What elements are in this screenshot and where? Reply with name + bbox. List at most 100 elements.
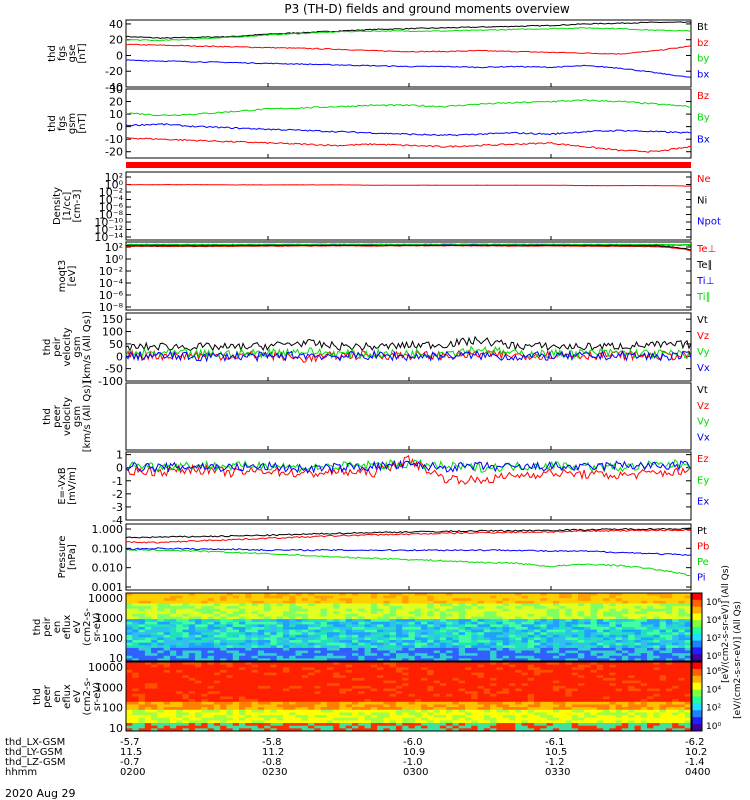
peir_spectrogram-cell: [621, 640, 629, 644]
peer_spectrogram-cell: [358, 669, 365, 674]
peir_spectrogram-cell: [320, 637, 328, 641]
peir_spectrogram-cell: [320, 593, 328, 597]
peer_spectrogram-cell: [603, 662, 610, 666]
peir_spectrogram-cell: [151, 634, 158, 638]
peer_spectrogram-cell: [452, 707, 460, 711]
peir_spectrogram-cell: [414, 653, 422, 657]
peer_spectrogram-cell: [665, 693, 673, 697]
peer_spectrogram-cell: [446, 669, 453, 674]
peer_spectrogram-cell: [151, 669, 158, 674]
peir_spectrogram-cell: [552, 606, 560, 610]
peer_spectrogram-cell: [364, 728, 372, 732]
peir_spectrogram-cell: [571, 611, 579, 615]
peer_spectrogram-cell: [458, 662, 466, 666]
peer_spectrogram-cell: [521, 704, 529, 708]
moqt3-ytick-label: 10⁻⁶: [99, 289, 124, 302]
peir_spectrogram-cell: [477, 658, 485, 662]
peir_spectrogram-cell: [439, 627, 447, 631]
peer_spectrogram-cell: [151, 715, 158, 719]
peer_spectrogram-cell: [565, 699, 573, 703]
peer_spectrogram-cell: [634, 709, 642, 713]
peer_spectrogram-cell: [264, 680, 271, 684]
peir_spectrogram-cell: [421, 619, 428, 623]
peer_spectrogram-cell: [333, 715, 340, 719]
peir_spectrogram-cell: [609, 616, 617, 620]
peer_spectrogram-cell: [439, 696, 447, 700]
peir_spectrogram-cell: [427, 629, 435, 633]
peir_spectrogram-cell: [496, 655, 504, 659]
peer_spectrogram-cell: [308, 699, 315, 703]
peer_spectrogram-cell: [628, 704, 635, 708]
peer_spectrogram-cell: [665, 720, 673, 724]
peer_spectrogram-cell: [665, 669, 673, 674]
peer_spectrogram-cell: [157, 677, 165, 681]
peir_spectrogram-cell: [395, 600, 403, 604]
peir_spectrogram-cell: [578, 600, 585, 604]
peir_spectrogram-cell: [239, 645, 246, 649]
peer_spectrogram-cell: [345, 709, 353, 713]
peir_spectrogram-cell: [578, 627, 585, 631]
peer_spectrogram-cell: [559, 723, 566, 727]
peir_spectrogram-cell: [345, 632, 353, 636]
peer_spectrogram-cell: [414, 677, 422, 681]
peer_spectrogram-cell: [540, 688, 548, 692]
peir_spectrogram-cell: [546, 642, 554, 646]
peir_spectrogram-cell: [452, 611, 460, 615]
peir_spectrogram-cell: [490, 653, 497, 657]
peer_spectrogram-cell: [314, 664, 322, 668]
peer_spectrogram-cell: [320, 712, 328, 716]
peer_spectrogram-cell: [157, 704, 165, 708]
peer_spectrogram-cell: [628, 688, 635, 692]
peir_spectrogram-cell: [490, 611, 497, 615]
peer_spectrogram-cell: [571, 709, 579, 713]
peir_spectrogram-cell: [527, 621, 535, 625]
peir_spectrogram-cell: [326, 647, 334, 651]
peir_spectrogram-cell: [578, 632, 585, 636]
peer_spectrogram-cell: [289, 669, 296, 674]
peir_spectrogram-cell: [326, 637, 334, 641]
peir_spectrogram-cell: [276, 616, 284, 620]
peir_spectrogram-cell: [389, 598, 397, 602]
peir_spectrogram-cell: [182, 600, 190, 604]
peer_spectrogram-cell: [389, 699, 397, 703]
peer_spectrogram-cell: [169, 701, 177, 705]
peer_spectrogram-cell: [653, 672, 661, 676]
peir_spectrogram-cell: [640, 598, 648, 602]
peer_spectrogram-cell: [647, 717, 654, 721]
peir_spectrogram-cell: [684, 593, 692, 597]
peir_spectrogram-cell: [659, 655, 667, 659]
peir_spectrogram-cell: [188, 603, 196, 607]
peir_spectrogram-cell: [672, 621, 679, 625]
peir_spectrogram-cell: [220, 658, 227, 662]
peir_spectrogram-cell: [565, 642, 573, 646]
peir_spectrogram-cell: [452, 627, 460, 631]
peer_spectrogram-cell: [678, 709, 686, 713]
peir_spectrogram-cell: [653, 593, 661, 597]
peir_spectrogram-cell: [634, 600, 642, 604]
peer_spectrogram-cell: [584, 693, 591, 697]
peir_spectrogram-cell: [352, 611, 359, 615]
peir_spectrogram-cell: [132, 629, 139, 633]
peir_spectrogram-cell: [213, 647, 221, 651]
peer_spectrogram-cell: [377, 704, 384, 708]
peir_spectrogram-cell: [439, 595, 447, 599]
peer_spectrogram-cell: [483, 701, 491, 705]
peer_spectrogram-cell: [276, 662, 284, 666]
peir_spectrogram-cell: [458, 655, 466, 659]
peir_spectrogram-cell: [395, 645, 403, 649]
peir_spectrogram-cell: [408, 611, 416, 615]
peer_spectrogram-cell: [276, 696, 284, 700]
peir_spectrogram-cell: [264, 629, 271, 633]
peir_spectrogram-cell: [226, 655, 234, 659]
peir_spectrogram-cell: [515, 598, 522, 602]
peer_spectrogram-cell: [653, 693, 661, 697]
peir_spectrogram-cell: [615, 642, 623, 646]
peer_spectrogram-cell: [458, 701, 466, 705]
peir_spectrogram-cell: [282, 658, 290, 662]
peer_spectrogram-cell: [571, 662, 579, 666]
peer_spectrogram-cell: [433, 662, 441, 666]
peir_spectrogram-cell: [408, 621, 416, 625]
peer_spectrogram-cell: [232, 693, 240, 697]
peir_spectrogram-cell: [126, 619, 133, 623]
peir_spectrogram-cell: [477, 640, 485, 644]
